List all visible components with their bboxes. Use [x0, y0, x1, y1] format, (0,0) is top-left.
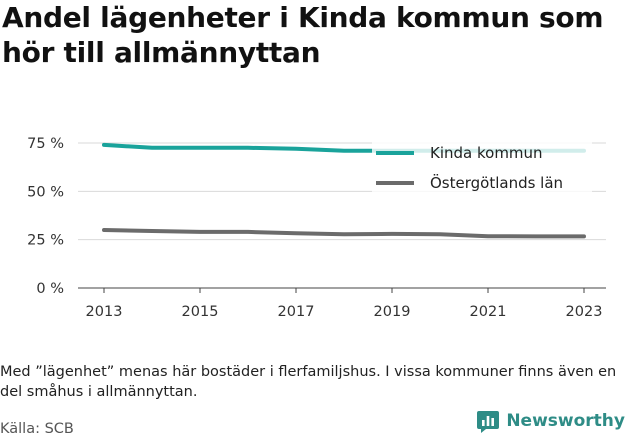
x-tick-label: 2015 [182, 304, 219, 320]
x-axis: 2013 2015 2017 2019 2021 2023 [86, 288, 603, 320]
legend: Kinda kommun Östergötlands län [372, 140, 592, 194]
x-tick-label: 2023 [566, 304, 603, 320]
x-tick-label: 2019 [374, 304, 411, 320]
y-tick-label: 0 % [36, 281, 64, 297]
x-tick-label: 2021 [470, 304, 507, 320]
y-tick-label: 75 % [27, 136, 64, 152]
chart-title: Andel lägenheter i Kinda kommun som hör … [2, 1, 604, 69]
x-tick-label: 2013 [86, 304, 123, 320]
source-label: Källa: SCB [0, 421, 74, 437]
x-tick-label: 2017 [278, 304, 315, 320]
bar-chart-logo-icon [477, 411, 500, 433]
series-line-2 [102, 228, 586, 239]
gridlines [78, 142, 606, 289]
legend-label: Kinda kommun [430, 144, 543, 162]
line-chart: 0 % 25 % 50 % 75 % 2013 2015 2017 2019 2021 2023… [27, 136, 606, 320]
brand-logo[interactable]: Newsworthy [476, 409, 625, 433]
y-tick-label: 50 % [27, 184, 64, 200]
y-tick-label: 25 % [27, 233, 64, 249]
footnote: Med ”lägenhet” menas här bostäder i fler… [0, 364, 617, 400]
brand-name: Newsworthy [506, 411, 625, 431]
y-axis: 0 % 25 % 50 % 75 % [27, 136, 64, 297]
legend-label: Östergötlands län [430, 173, 563, 192]
